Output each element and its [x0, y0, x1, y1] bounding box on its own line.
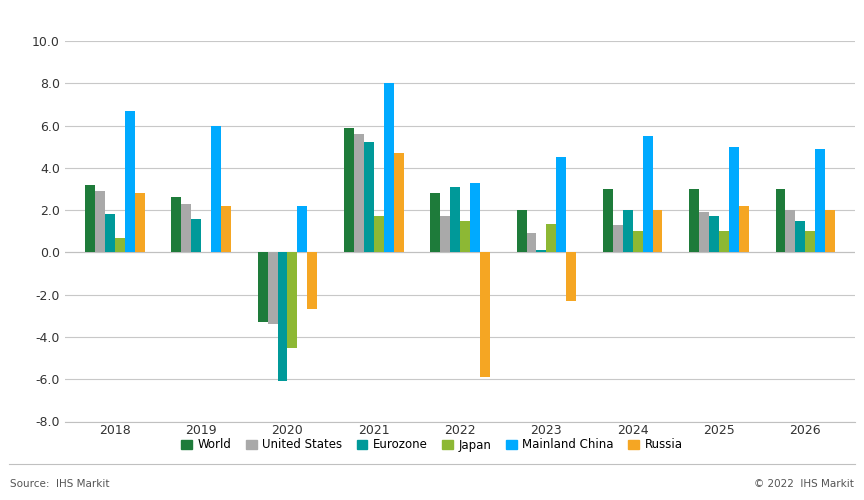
- Bar: [268, 252, 277, 324]
- Bar: [308, 252, 317, 310]
- Bar: [566, 252, 576, 301]
- Bar: [632, 231, 643, 252]
- Bar: [394, 153, 403, 252]
- Bar: [124, 111, 135, 253]
- Bar: [364, 142, 374, 252]
- Bar: [699, 212, 709, 252]
- Bar: [115, 238, 124, 252]
- Bar: [805, 231, 816, 252]
- Bar: [441, 216, 450, 252]
- Text: Source:  IHS Markit: Source: IHS Markit: [10, 479, 110, 489]
- Bar: [95, 191, 105, 252]
- Bar: [537, 250, 546, 252]
- Bar: [470, 182, 480, 252]
- Bar: [689, 189, 699, 252]
- Bar: [257, 252, 268, 322]
- Bar: [171, 198, 181, 252]
- Bar: [825, 210, 835, 252]
- Bar: [613, 225, 623, 252]
- Bar: [643, 136, 652, 252]
- Bar: [816, 149, 825, 252]
- Bar: [480, 252, 490, 377]
- Bar: [384, 84, 394, 252]
- Bar: [211, 126, 221, 252]
- Bar: [623, 210, 632, 252]
- Bar: [288, 252, 297, 348]
- Bar: [603, 189, 613, 252]
- Bar: [85, 184, 95, 252]
- Bar: [221, 206, 231, 252]
- Bar: [450, 187, 460, 252]
- Bar: [556, 158, 566, 252]
- Bar: [526, 234, 537, 252]
- Bar: [374, 216, 384, 252]
- Bar: [344, 128, 354, 252]
- Bar: [739, 206, 749, 252]
- Bar: [796, 220, 805, 252]
- Bar: [354, 134, 364, 252]
- Bar: [105, 214, 115, 252]
- Bar: [277, 252, 288, 382]
- Bar: [181, 204, 191, 252]
- Bar: [517, 210, 526, 252]
- Text: © 2022  IHS Markit: © 2022 IHS Markit: [753, 479, 854, 489]
- Bar: [297, 206, 308, 252]
- Bar: [652, 210, 663, 252]
- Bar: [719, 231, 729, 252]
- Bar: [460, 220, 470, 252]
- Bar: [191, 218, 201, 252]
- Bar: [430, 193, 441, 252]
- Bar: [785, 210, 796, 252]
- Bar: [709, 216, 719, 252]
- Legend: World, United States, Eurozone, Japan, Mainland China, Russia: World, United States, Eurozone, Japan, M…: [176, 434, 688, 456]
- Bar: [776, 189, 785, 252]
- Text: Real GDP growth (percent change): Real GDP growth (percent change): [10, 14, 336, 32]
- Bar: [546, 224, 556, 252]
- Bar: [135, 193, 144, 252]
- Bar: [729, 146, 739, 252]
